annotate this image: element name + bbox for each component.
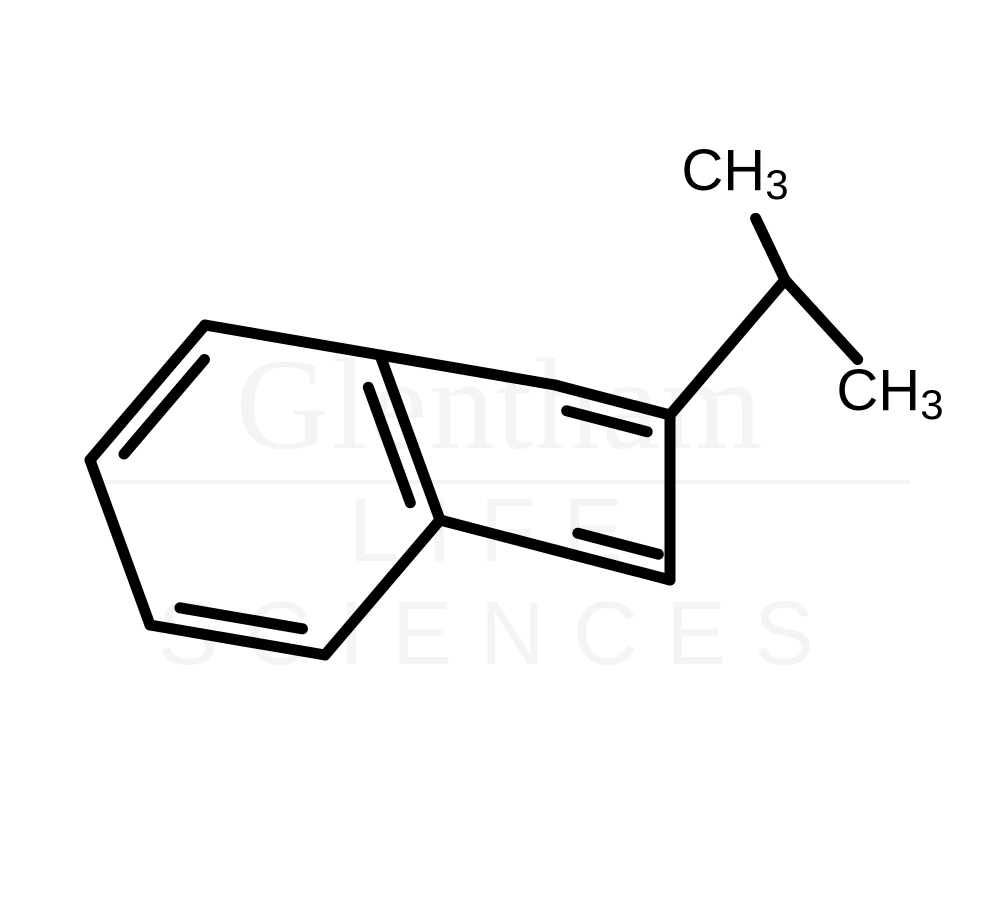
molecule-structure: CH3 CH3 — [0, 0, 1000, 900]
svg-text:CH3: CH3 — [681, 138, 788, 208]
svg-text:CH3: CH3 — [836, 358, 943, 428]
